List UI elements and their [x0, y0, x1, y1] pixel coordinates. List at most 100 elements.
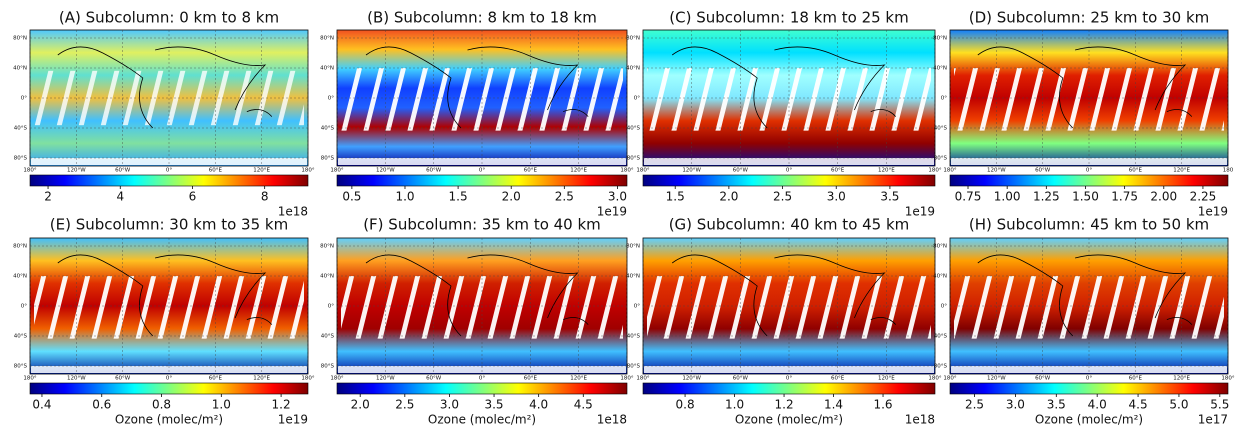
coastline — [57, 46, 273, 129]
lon-label: 60°E — [209, 168, 223, 174]
colorbar-tick-label: 4.0 — [529, 398, 548, 412]
panel-title: (C) Subcolumn: 18 km to 25 km — [669, 9, 908, 27]
colorbar-tick-label: 1.4 — [824, 398, 843, 412]
lat-label: 80°S — [321, 156, 335, 162]
lat-label: 40°S — [14, 126, 28, 132]
colorbar-tick-label: 3.0 — [827, 190, 846, 204]
lon-label: 180° — [636, 168, 649, 174]
lon-label: 0° — [1086, 168, 1092, 174]
colorbar-tick-label: 3.5 — [484, 398, 503, 412]
coastline — [977, 46, 1193, 129]
coastline — [671, 46, 897, 129]
colorbar — [336, 382, 628, 395]
lat-label: 80°S — [627, 364, 641, 370]
lon-label: 0° — [479, 168, 485, 174]
colorbar-tick-label: 1.5 — [449, 190, 468, 204]
lon-label: 180° — [330, 376, 343, 382]
colorbar-tick-label: 0.4 — [32, 398, 51, 412]
lon-label: 0° — [479, 376, 485, 382]
lon-label: 120°W — [682, 168, 701, 174]
colorbar-tick-label: 1.5 — [666, 190, 685, 204]
colorbar-tick-label: 1.0 — [725, 398, 744, 412]
colorbar-tick-label: 3.0 — [1006, 398, 1025, 412]
colorbar-tick-label: 5.0 — [1169, 398, 1188, 412]
lat-label: 80°N — [933, 244, 947, 250]
colorbar-tick-label: 1.0 — [395, 190, 414, 204]
colorbar-tick-label: 1.50 — [1072, 190, 1099, 204]
coastline — [977, 254, 1193, 337]
lon-label: 120°E — [878, 376, 895, 382]
lat-label: 40°S — [627, 334, 641, 340]
lon-label: 180° — [330, 168, 343, 174]
colorbar-tick-label: 5.5 — [1210, 398, 1229, 412]
lat-label: 80°S — [14, 364, 28, 370]
lon-label: 120°W — [376, 168, 395, 174]
lon-label: 120°W — [376, 376, 395, 382]
colorbar-tick-label: 2.5 — [965, 398, 984, 412]
lon-label: 60°E — [831, 168, 845, 174]
lon-label: 120°W — [987, 168, 1006, 174]
lon-label: 180° — [1221, 376, 1234, 382]
colorbar-tick-label: 1.00 — [994, 190, 1021, 204]
panel-title: (H) Subcolumn: 45 km to 50 km — [969, 216, 1209, 234]
lat-label: 40°N — [320, 274, 334, 280]
lon-label: 180° — [928, 168, 941, 174]
lon-label: 60°E — [524, 376, 538, 382]
lat-label: 0° — [328, 96, 334, 102]
colorbar-label: Ozone (molec/m²) — [1035, 413, 1143, 426]
colorbar-tick-label: 4.5 — [1129, 398, 1148, 412]
lat-label: 0° — [941, 304, 947, 310]
lat-label: 40°N — [933, 274, 947, 280]
polar-gap — [31, 366, 307, 373]
lon-label: 180° — [23, 376, 36, 382]
polar-gap — [338, 158, 626, 165]
map-panel: (F) Subcolumn: 35 km to 40 km 80°N 40°N 0° 4… — [320, 216, 634, 426]
polar-gap — [951, 158, 1227, 165]
polar-gap — [644, 366, 934, 373]
lat-label: 80°N — [320, 244, 334, 250]
lat-label: 0° — [21, 96, 27, 102]
colorbar-tick-label: 4 — [116, 190, 124, 204]
lat-label: 80°S — [627, 156, 641, 162]
lat-label: 40°S — [934, 334, 948, 340]
lon-label: 120°W — [67, 168, 86, 174]
colorbar-label: Ozone (molec/m²) — [735, 413, 843, 426]
colorbar — [336, 174, 628, 187]
colorbar — [949, 382, 1229, 395]
lon-label: 0° — [166, 376, 172, 382]
lon-label: 60°E — [524, 168, 538, 174]
lat-label: 40°S — [627, 126, 641, 132]
lon-label: 60°E — [209, 376, 223, 382]
lat-label: 40°S — [934, 126, 948, 132]
lon-label: 120°E — [570, 168, 587, 174]
lon-label: 180° — [620, 168, 633, 174]
colorbar-tick-label: 2.0 — [351, 398, 370, 412]
lon-label: 60°W — [426, 168, 442, 174]
colorbar-tick-label: 2.00 — [1150, 190, 1177, 204]
lon-label: 120°E — [253, 168, 270, 174]
lat-label: 80°N — [13, 36, 27, 42]
lon-label: 60°E — [1129, 168, 1143, 174]
lat-label: 80°S — [321, 364, 335, 370]
lon-label: 120°W — [987, 376, 1006, 382]
lon-label: 0° — [1086, 376, 1092, 382]
panel-title: (G) Subcolumn: 40 km to 45 km — [669, 216, 910, 234]
lon-label: 60°W — [1035, 168, 1051, 174]
lat-label: 80°N — [13, 244, 27, 250]
lon-label: 0° — [786, 168, 792, 174]
lat-label: 40°N — [13, 274, 27, 280]
lon-label: 60°W — [733, 376, 749, 382]
map-panel: (C) Subcolumn: 18 km to 25 km 80°N 40°N 0° 4… — [626, 9, 942, 219]
colorbar-label: Ozone (molec/m²) — [428, 413, 536, 426]
colorbar-tick-label: 2.25 — [1190, 190, 1217, 204]
coastline — [365, 46, 589, 129]
colorbar-tick-label: 2.5 — [395, 398, 414, 412]
map-panel: (E) Subcolumn: 30 km to 35 km 80°N 40°N 0° 4… — [13, 216, 315, 426]
lat-label: 80°N — [626, 36, 640, 42]
lat-label: 80°S — [14, 156, 28, 162]
lon-label: 180° — [620, 376, 633, 382]
lat-label: 80°N — [933, 36, 947, 42]
coastline — [57, 254, 273, 337]
colorbar-tick-label: 8 — [261, 190, 269, 204]
